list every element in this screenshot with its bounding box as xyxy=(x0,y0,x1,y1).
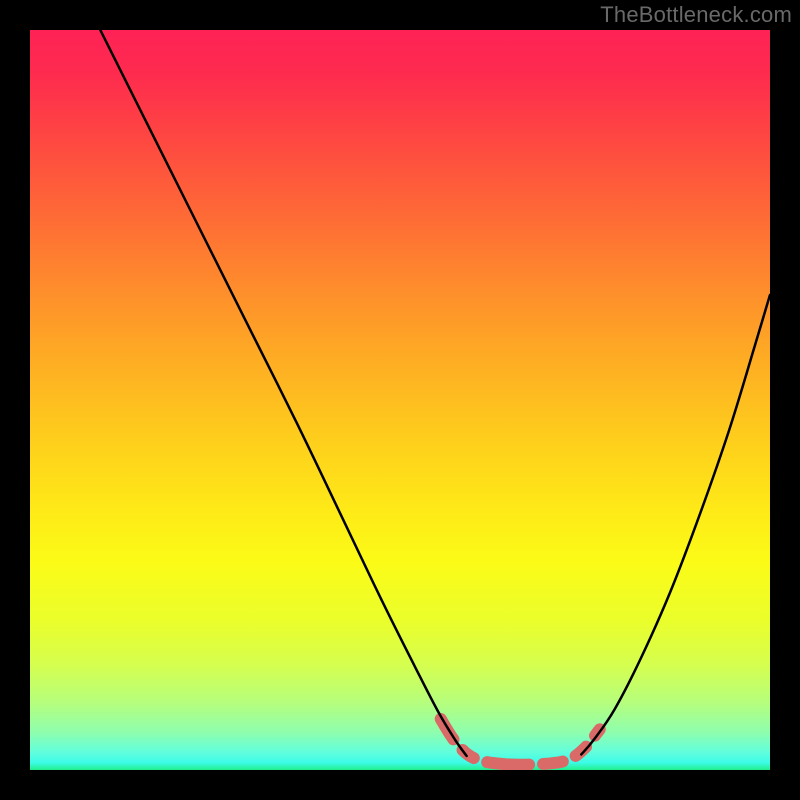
bottleneck-chart-root: TheBottleneck.com xyxy=(0,0,800,800)
plot-area xyxy=(30,30,770,770)
chart-svg xyxy=(0,0,800,800)
